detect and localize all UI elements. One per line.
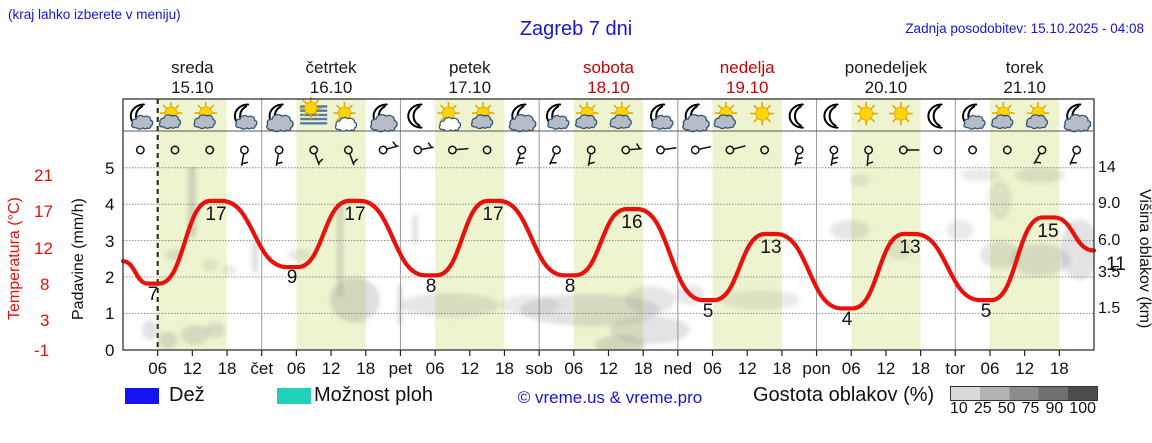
svg-text:9: 9 xyxy=(287,267,298,288)
svg-text:8: 8 xyxy=(565,276,576,297)
svg-text:13: 13 xyxy=(760,237,781,258)
svg-text:12: 12 xyxy=(183,359,202,378)
svg-text:17: 17 xyxy=(205,204,226,225)
svg-text:18: 18 xyxy=(772,359,791,378)
svg-text:06: 06 xyxy=(287,359,306,378)
svg-text:06: 06 xyxy=(148,359,167,378)
svg-text:18: 18 xyxy=(634,359,653,378)
svg-text:12: 12 xyxy=(1015,359,1034,378)
svg-text:čet: čet xyxy=(250,359,273,378)
svg-text:11: 11 xyxy=(1106,254,1126,275)
svg-text:7: 7 xyxy=(148,284,159,305)
svg-text:18: 18 xyxy=(218,359,237,378)
svg-text:12: 12 xyxy=(460,359,479,378)
svg-text:5: 5 xyxy=(981,301,992,322)
svg-text:4: 4 xyxy=(842,309,853,330)
svg-text:06: 06 xyxy=(980,359,999,378)
svg-text:06: 06 xyxy=(426,359,445,378)
svg-text:06: 06 xyxy=(703,359,722,378)
svg-text:18: 18 xyxy=(495,359,514,378)
svg-text:12: 12 xyxy=(738,359,757,378)
svg-text:15: 15 xyxy=(1037,221,1058,242)
svg-text:12: 12 xyxy=(599,359,618,378)
svg-text:16: 16 xyxy=(621,212,642,233)
svg-text:12: 12 xyxy=(876,359,895,378)
svg-text:pet: pet xyxy=(389,359,413,378)
svg-text:tor: tor xyxy=(945,359,965,378)
svg-text:5: 5 xyxy=(703,301,714,322)
svg-text:17: 17 xyxy=(344,204,365,225)
svg-text:18: 18 xyxy=(911,359,930,378)
svg-text:13: 13 xyxy=(899,237,920,258)
svg-text:pon: pon xyxy=(802,359,830,378)
svg-text:06: 06 xyxy=(564,359,583,378)
svg-text:8: 8 xyxy=(426,276,437,297)
svg-text:sob: sob xyxy=(525,359,552,378)
svg-text:18: 18 xyxy=(1050,359,1069,378)
svg-text:12: 12 xyxy=(322,359,341,378)
svg-text:17: 17 xyxy=(482,204,503,225)
svg-text:06: 06 xyxy=(842,359,861,378)
svg-text:18: 18 xyxy=(356,359,375,378)
svg-text:ned: ned xyxy=(664,359,692,378)
